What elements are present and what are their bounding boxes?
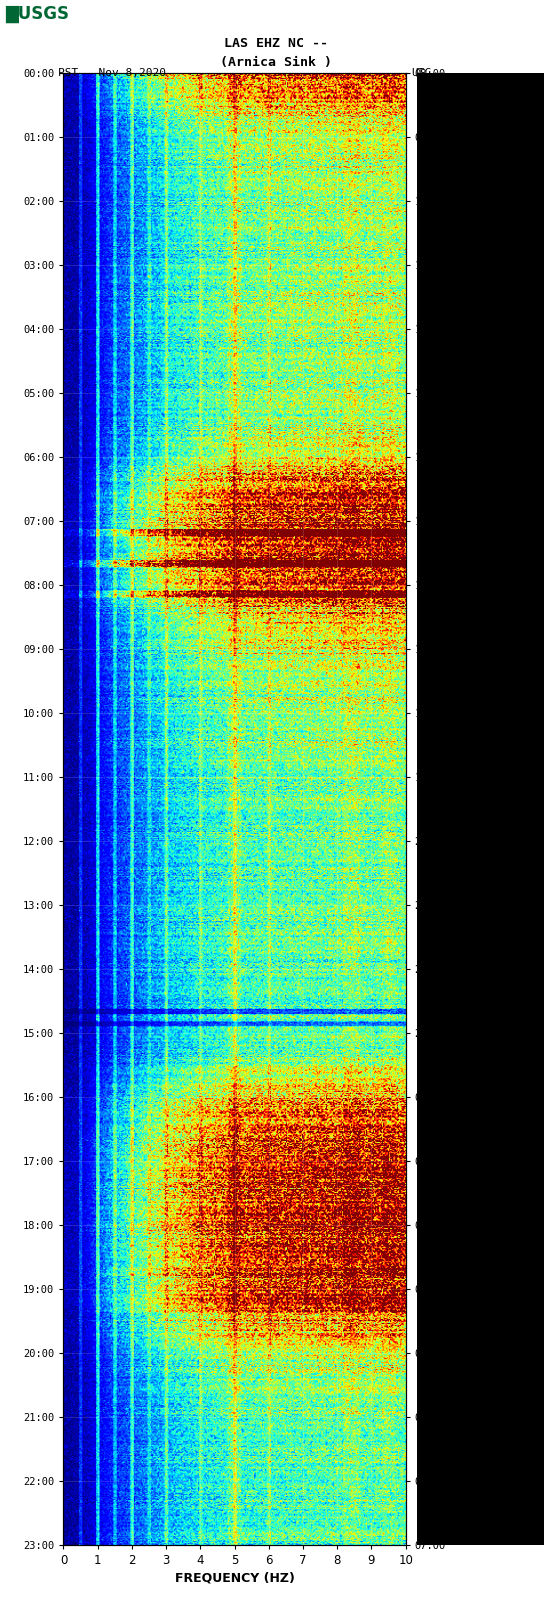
X-axis label: FREQUENCY (HZ): FREQUENCY (HZ)	[174, 1571, 295, 1584]
Text: (Arnica Sink ): (Arnica Sink )	[220, 56, 332, 69]
Text: █USGS: █USGS	[6, 5, 70, 23]
Text: UTC: UTC	[411, 68, 432, 77]
Text: PST   Nov 8,2020: PST Nov 8,2020	[58, 68, 166, 77]
Text: LAS EHZ NC --: LAS EHZ NC --	[224, 37, 328, 50]
